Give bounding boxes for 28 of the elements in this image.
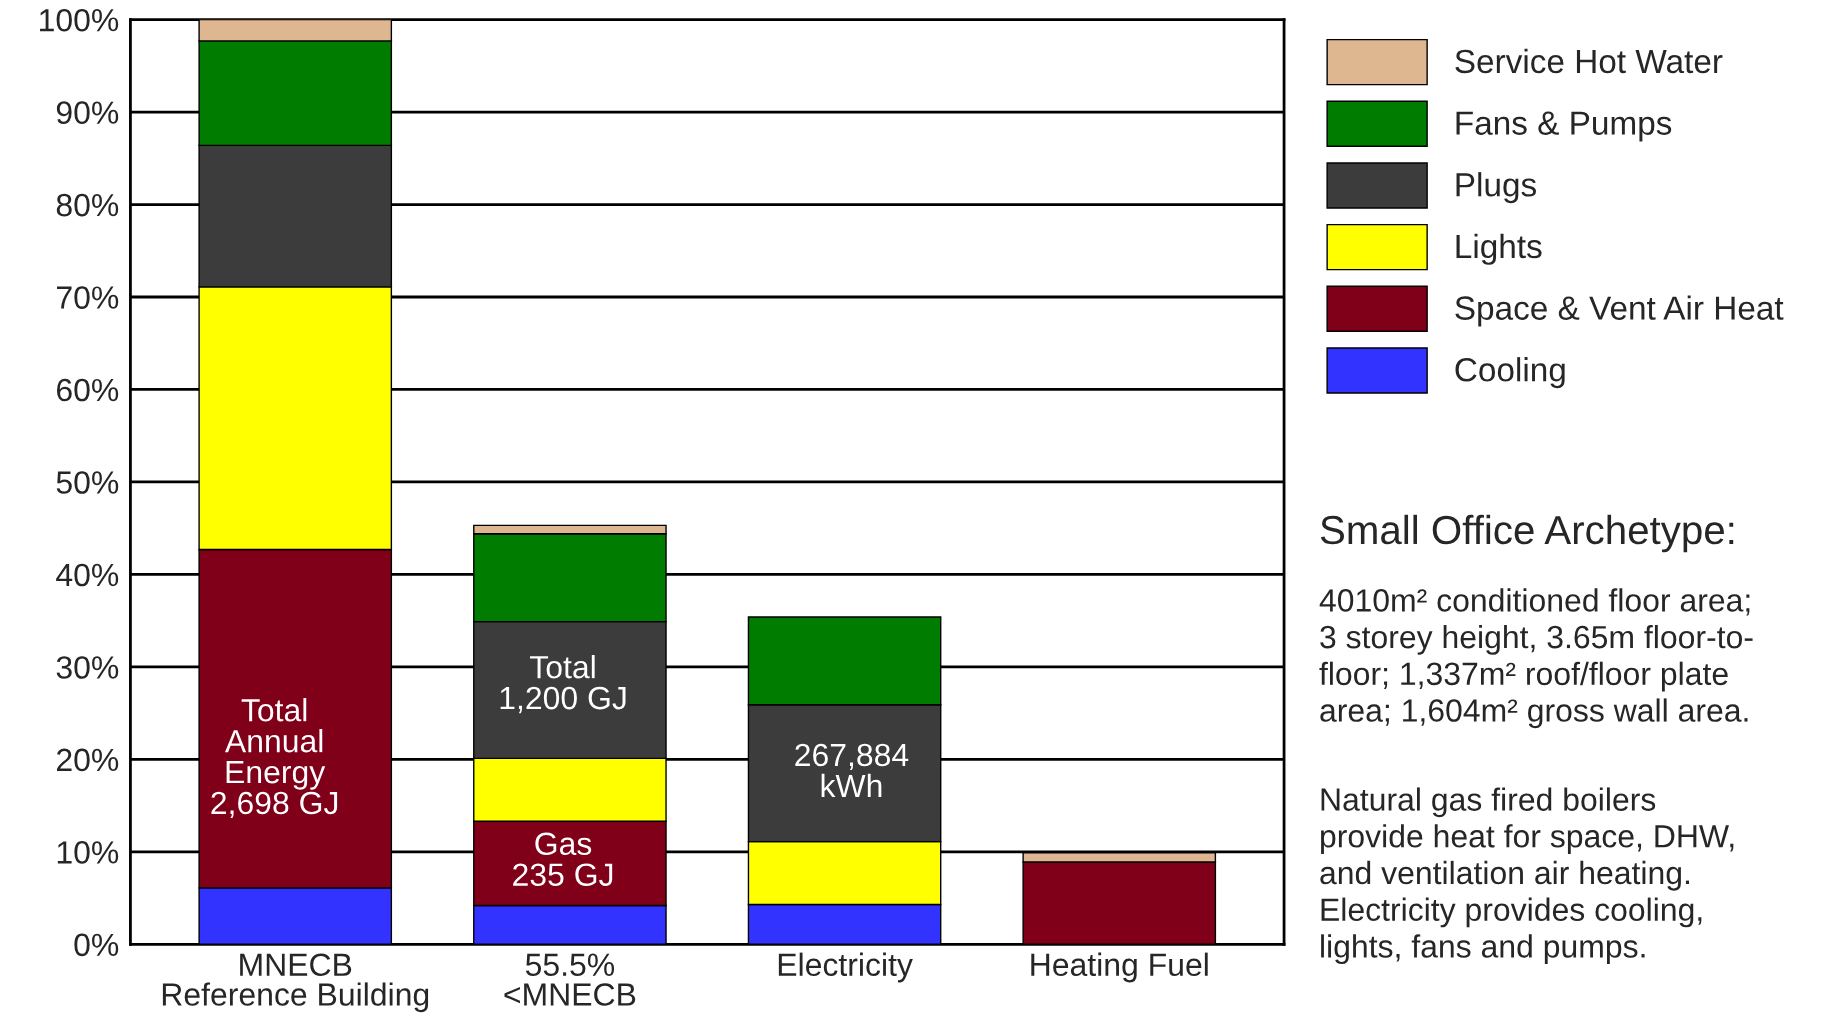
y-tick-label: 30% <box>56 656 119 679</box>
y-tick-label: 80% <box>56 193 119 217</box>
legend-label: Plugs <box>1456 172 1536 204</box>
legend-label: Service Hot Water <box>1455 48 1723 74</box>
annotation: Total Annual Energy 2,698 GJ <box>211 698 338 819</box>
annotation: 267,884 kWh <box>795 743 909 797</box>
x-tick-label: Heating Fuel <box>1031 952 1208 983</box>
legend-label: Space & Vent Air Heat <box>1455 295 1784 327</box>
y-tick-label: 10% <box>57 841 119 864</box>
legend-label: Lights <box>1456 233 1542 265</box>
y-tick-label: 50% <box>56 471 119 494</box>
y-tick-label: 0% <box>74 933 119 957</box>
x-tick-label: MNECB Reference Building <box>162 953 429 1013</box>
y-tick-label: 90% <box>56 101 119 124</box>
legend-label: Fans & Pumps <box>1456 111 1672 142</box>
annotation: Gas 235 GJ <box>513 832 613 887</box>
text: 4010m² conditioned floor area; 3 storey height, 3.65m floor-to- floor; 1,337m² roof/floor plate area; 1,604m² gross wall area. <box>1319 588 1753 729</box>
annotation: Total 1,200 GJ <box>500 655 626 714</box>
y-tick-label: 40% <box>56 563 119 587</box>
y-tick-label: 60% <box>57 378 119 402</box>
x-tick-label: Electricity <box>778 952 913 983</box>
legend-label: Cooling <box>1455 357 1565 389</box>
text: Small Office Archetype: <box>1320 514 1734 553</box>
y-tick-label: 100% <box>40 8 119 32</box>
text: Natural gas fired boilers provide heat for space, DHW, and ventilation air heating. Electricity provides cooling, lights, fans and pumps. <box>1320 787 1734 965</box>
y-tick-label: 70% <box>57 286 119 309</box>
y-tick-label: 20% <box>56 748 119 772</box>
x-tick-label: 55.5% <MNECB <box>504 953 636 1006</box>
